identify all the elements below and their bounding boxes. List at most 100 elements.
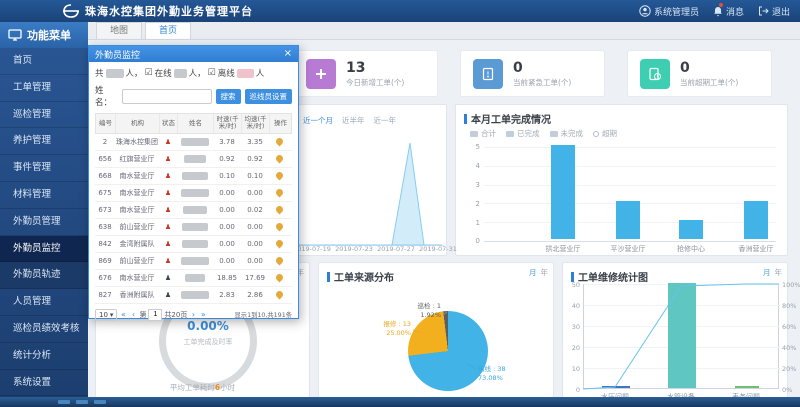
panel-title: 工单来源分布: [334, 273, 394, 284]
online-checkbox[interactable]: ☑: [144, 67, 153, 78]
page-number-input[interactable]: [148, 308, 163, 321]
caret-down-icon: ▾: [109, 310, 114, 319]
logout-button[interactable]: 退出: [758, 5, 790, 18]
app-header: 珠海水控集团外勤业务管理平台 系统管理员 消息 退出: [0, 0, 800, 22]
status-person-icon: ♟: [164, 205, 172, 214]
x-category: 拱北营业厅: [545, 245, 581, 253]
left-tick: 20: [571, 344, 580, 352]
y-tick: 4: [475, 162, 480, 170]
x-tick: 2019-07-31: [419, 245, 457, 253]
x-category: 平沙营业厅: [610, 245, 646, 253]
logout-icon: [758, 6, 769, 16]
bar-pingsha: [616, 201, 640, 239]
table-row: 842 金湾附属队 ♟ 0.00 0.00: [95, 236, 292, 253]
period-month[interactable]: 月: [529, 268, 537, 277]
user-menu[interactable]: 系统管理员: [639, 5, 699, 18]
dialog-titlebar: 外勤员监控 ×: [89, 46, 298, 62]
period-month[interactable]: 月: [763, 268, 771, 277]
close-icon[interactable]: ×: [283, 48, 292, 59]
stat-value: 0: [513, 59, 523, 76]
sidebar-item-home[interactable]: 首页: [0, 48, 88, 75]
user-name: 系统管理员: [653, 7, 699, 18]
messages-button[interactable]: 消息: [713, 2, 744, 18]
period-year[interactable]: 年: [774, 268, 783, 277]
status-person-icon: ♟: [164, 154, 172, 163]
locate-icon[interactable]: [274, 170, 285, 181]
last-page-icon[interactable]: »: [200, 310, 206, 320]
sidebar: 功能菜单 首页 工单管理 巡检管理 养护管理 事件管理 材料管理 外勤员管理 外…: [0, 22, 88, 397]
page-total: 共20页: [164, 310, 188, 319]
period-year[interactable]: 年: [296, 268, 305, 277]
sidebar-item-inspection[interactable]: 巡检管理: [0, 102, 88, 129]
sidebar-item-event[interactable]: 事件管理: [0, 155, 88, 182]
right-tick: 80%: [782, 302, 797, 310]
left-tick: 10: [571, 365, 580, 373]
field-monitor-dialog: 外勤员监控 × 共 人， ☑ 在线 人， ☑ 离线 人 姓名： 搜索 巡线员设: [88, 45, 299, 321]
locate-icon[interactable]: [274, 272, 285, 283]
sidebar-item-personnel[interactable]: 人员管理: [0, 289, 88, 316]
locate-icon[interactable]: [274, 136, 285, 147]
prev-page-icon[interactable]: ‹: [131, 310, 136, 320]
status-person-icon: ♟: [164, 273, 172, 282]
x-tick: 2019-07-19: [293, 245, 331, 253]
legend-undone[interactable]: 未完成: [549, 128, 583, 139]
table-header: 编号 机构 状态 姓名 时速(千米/时) 均速(千米/时) 操作: [95, 113, 292, 134]
redacted-name: [181, 290, 209, 299]
sidebar-item-maintenance[interactable]: 养护管理: [0, 128, 88, 156]
tab-home[interactable]: 首页: [145, 22, 191, 39]
legend-done[interactable]: 已完成: [506, 128, 540, 139]
locate-icon[interactable]: [274, 204, 285, 215]
sidebar-item-field-track[interactable]: 外勤员轨迹: [0, 262, 88, 290]
tab-map[interactable]: 地图: [96, 22, 142, 39]
x-category: 香洲营业厅: [738, 245, 774, 253]
tab-last-month[interactable]: 近一个月: [303, 116, 333, 125]
legend-total[interactable]: 合计: [470, 128, 496, 139]
stat-card-overdue-orders: 0 当前超期工单(个): [627, 50, 772, 97]
tab-one-year[interactable]: 近一年: [373, 116, 397, 125]
locate-icon[interactable]: [274, 255, 285, 266]
locate-icon[interactable]: [274, 153, 285, 164]
first-page-icon[interactable]: «: [120, 310, 126, 320]
redacted-name: [184, 154, 206, 163]
plus-icon: [306, 58, 336, 89]
y-tick: 5: [475, 143, 480, 151]
title-mark: [464, 113, 467, 124]
stat-card-urgent-orders: 0 当前紧急工单(个): [460, 50, 605, 97]
legend-overdue[interactable]: 超期: [593, 128, 617, 139]
locate-icon[interactable]: [274, 221, 285, 232]
bar-qiangxiu: [679, 220, 703, 239]
sidebar-item-material[interactable]: 材料管理: [0, 182, 88, 209]
pareto-plot: [583, 283, 780, 389]
staff-summary: 共 人， ☑ 在线 人， ☑ 离线 人: [95, 67, 265, 79]
pagination: 10▾ « ‹ 第 共20页 › » 显示1到10,共191条: [95, 308, 292, 321]
page-prefix: 第: [139, 310, 147, 319]
offline-checkbox[interactable]: ☑: [207, 67, 216, 78]
panel-repair-stats: 工单维修统计图 月 年 50 40 30 20 10 0 100% 80% 60…: [562, 262, 800, 401]
table-row: 668 南水营业厅 ♟ 0.10 0.10: [95, 168, 292, 185]
locate-icon[interactable]: [274, 187, 285, 198]
next-page-icon[interactable]: ›: [191, 310, 195, 320]
sidebar-item-statistics[interactable]: 统计分析: [0, 343, 88, 370]
sidebar-item-field-monitor[interactable]: 外勤员监控: [0, 235, 88, 263]
page-size-select[interactable]: 10 ▾: [95, 308, 118, 321]
right-tick: 40%: [782, 344, 797, 352]
sidebar-item-work-order[interactable]: 工单管理: [0, 75, 88, 102]
left-tick: 40: [571, 302, 580, 310]
status-person-icon: ♟: [164, 188, 172, 197]
patrol-settings-button[interactable]: 巡线员设置: [244, 88, 292, 104]
redacted-name: [183, 205, 207, 214]
sidebar-item-field-staff[interactable]: 外勤员管理: [0, 209, 88, 236]
bell-icon: [714, 6, 722, 16]
sidebar-item-inspector-kpi[interactable]: 巡检员绩效考核: [0, 316, 88, 343]
tab-half-year[interactable]: 近半年: [342, 116, 365, 125]
locate-icon[interactable]: [274, 289, 285, 300]
name-input[interactable]: [121, 88, 212, 104]
period-year[interactable]: 年: [540, 268, 549, 277]
locate-icon[interactable]: [274, 238, 285, 249]
avg-hours: 6: [214, 383, 221, 392]
sidebar-item-settings[interactable]: 系统设置: [0, 370, 88, 397]
search-button[interactable]: 搜索: [215, 88, 241, 104]
redacted-name: [185, 273, 205, 282]
pie-label-inspection: 巡检 : 1 1.92%: [417, 302, 441, 319]
logo-icon: [62, 4, 80, 18]
